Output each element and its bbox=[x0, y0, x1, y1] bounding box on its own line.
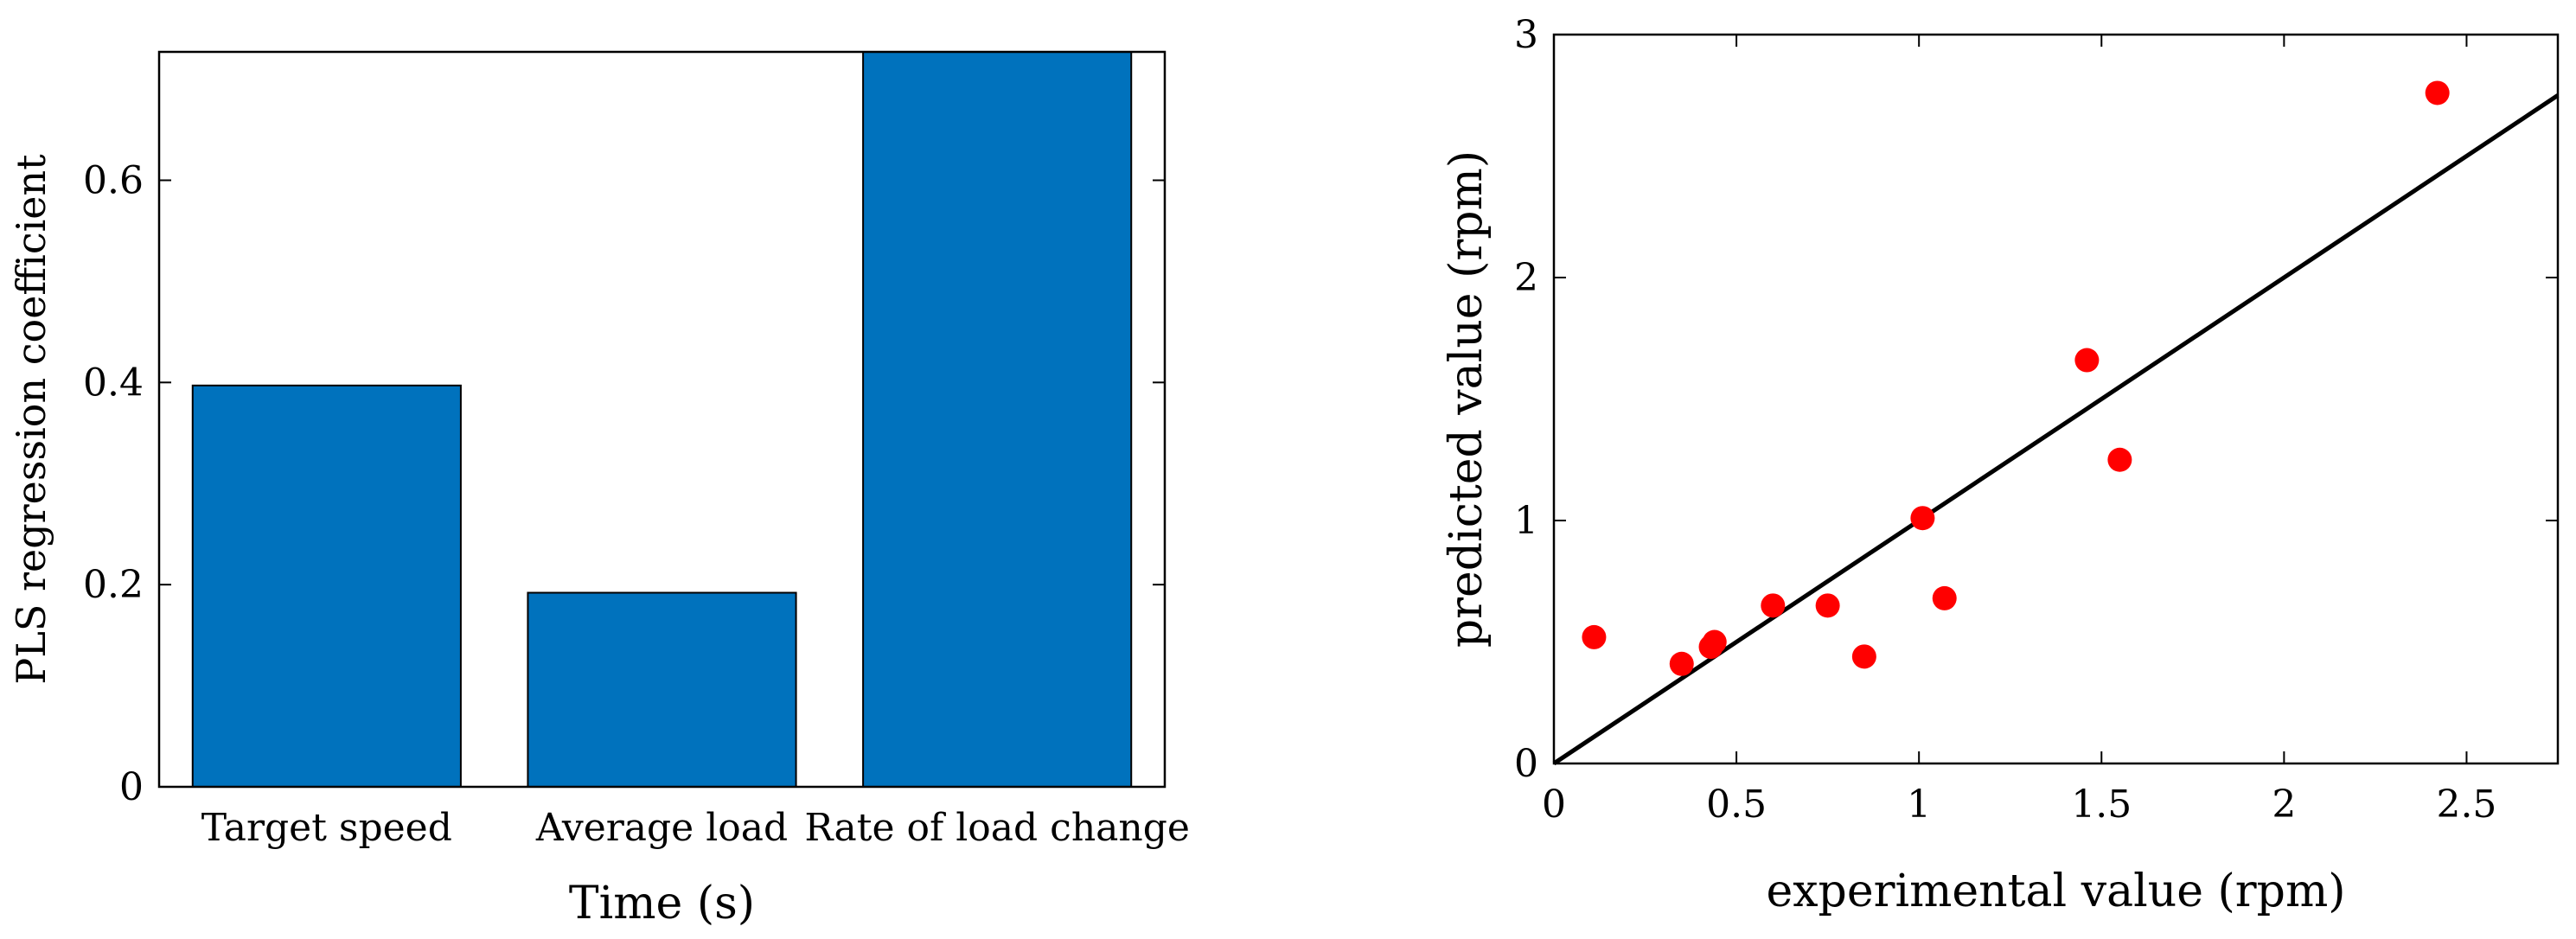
bar-y-tick-label: 0.4 bbox=[83, 361, 144, 405]
scatter-x-tick-label: 1.5 bbox=[2071, 782, 2132, 827]
fit-line bbox=[1552, 93, 2560, 766]
bar-x-tick-label: Rate of load change bbox=[804, 806, 1190, 850]
bar-y-tick-label: 0.6 bbox=[83, 158, 144, 202]
bar-x-tick-label: Target speed bbox=[201, 806, 452, 850]
scatter-y-axis-label: predicted value (rpm) bbox=[1441, 150, 1493, 648]
scatter-x-tick-label: 0.5 bbox=[1706, 782, 1767, 827]
bar-rate-of-load-change bbox=[862, 51, 1133, 788]
scatter-point bbox=[1851, 644, 1876, 669]
scatter-axes-box bbox=[1552, 33, 2560, 765]
scatter-x-tick-label: 2.5 bbox=[2436, 782, 2496, 827]
scatter-x-tick-label: 1 bbox=[1907, 782, 1931, 827]
scatter-point bbox=[1761, 593, 1786, 618]
scatter-plot-area: 0 0.5 1 1.5 2 2.5 0 1 2 3 bbox=[1514, 13, 2560, 827]
scatter-x-tick-label: 2 bbox=[2272, 782, 2296, 827]
scatter-x-tick-label: 0 bbox=[1542, 782, 1566, 827]
bar-target-speed bbox=[191, 384, 462, 788]
scatter-point bbox=[1702, 629, 1727, 655]
scatter-point bbox=[1932, 585, 1957, 610]
bar-y-tick-label: 0.2 bbox=[83, 563, 144, 607]
bar-x-tick-label: Average load bbox=[535, 806, 788, 850]
scatter-y-tick-label: 3 bbox=[1514, 13, 1538, 57]
scatter-y-tick-label: 1 bbox=[1514, 499, 1538, 543]
scatter-point bbox=[2107, 447, 2132, 472]
scatter-x-axis-label: experimental value (rpm) bbox=[1766, 866, 2345, 917]
scatter-chart: 0 0.5 1 1.5 2 2.5 0 1 2 3 predicted value (rpm) e… bbox=[1441, 13, 2560, 917]
scatter-y-tick-label: 2 bbox=[1514, 256, 1538, 300]
scatter-point bbox=[2074, 348, 2100, 373]
bar-y-axis-label: PLS regression coefficient bbox=[8, 154, 54, 685]
scatter-point bbox=[1669, 651, 1694, 676]
scatter-point bbox=[1582, 624, 1607, 649]
bar-x-axis-label: Time (s) bbox=[569, 878, 755, 929]
scatter-y-tick-label: 0 bbox=[1514, 742, 1538, 786]
scatter-point bbox=[1910, 506, 1935, 531]
scatter-point bbox=[1815, 593, 1840, 618]
bar-chart: Target speed Average load Rate of load cha… bbox=[8, 50, 1190, 929]
bar-average-load bbox=[527, 591, 797, 788]
bar-plot-area: Target speed Average load Rate of load cha… bbox=[83, 50, 1190, 850]
bar-y-tick-label: 0 bbox=[119, 765, 144, 809]
scatter-point bbox=[2425, 80, 2450, 105]
bar-axes-box bbox=[157, 50, 1167, 789]
